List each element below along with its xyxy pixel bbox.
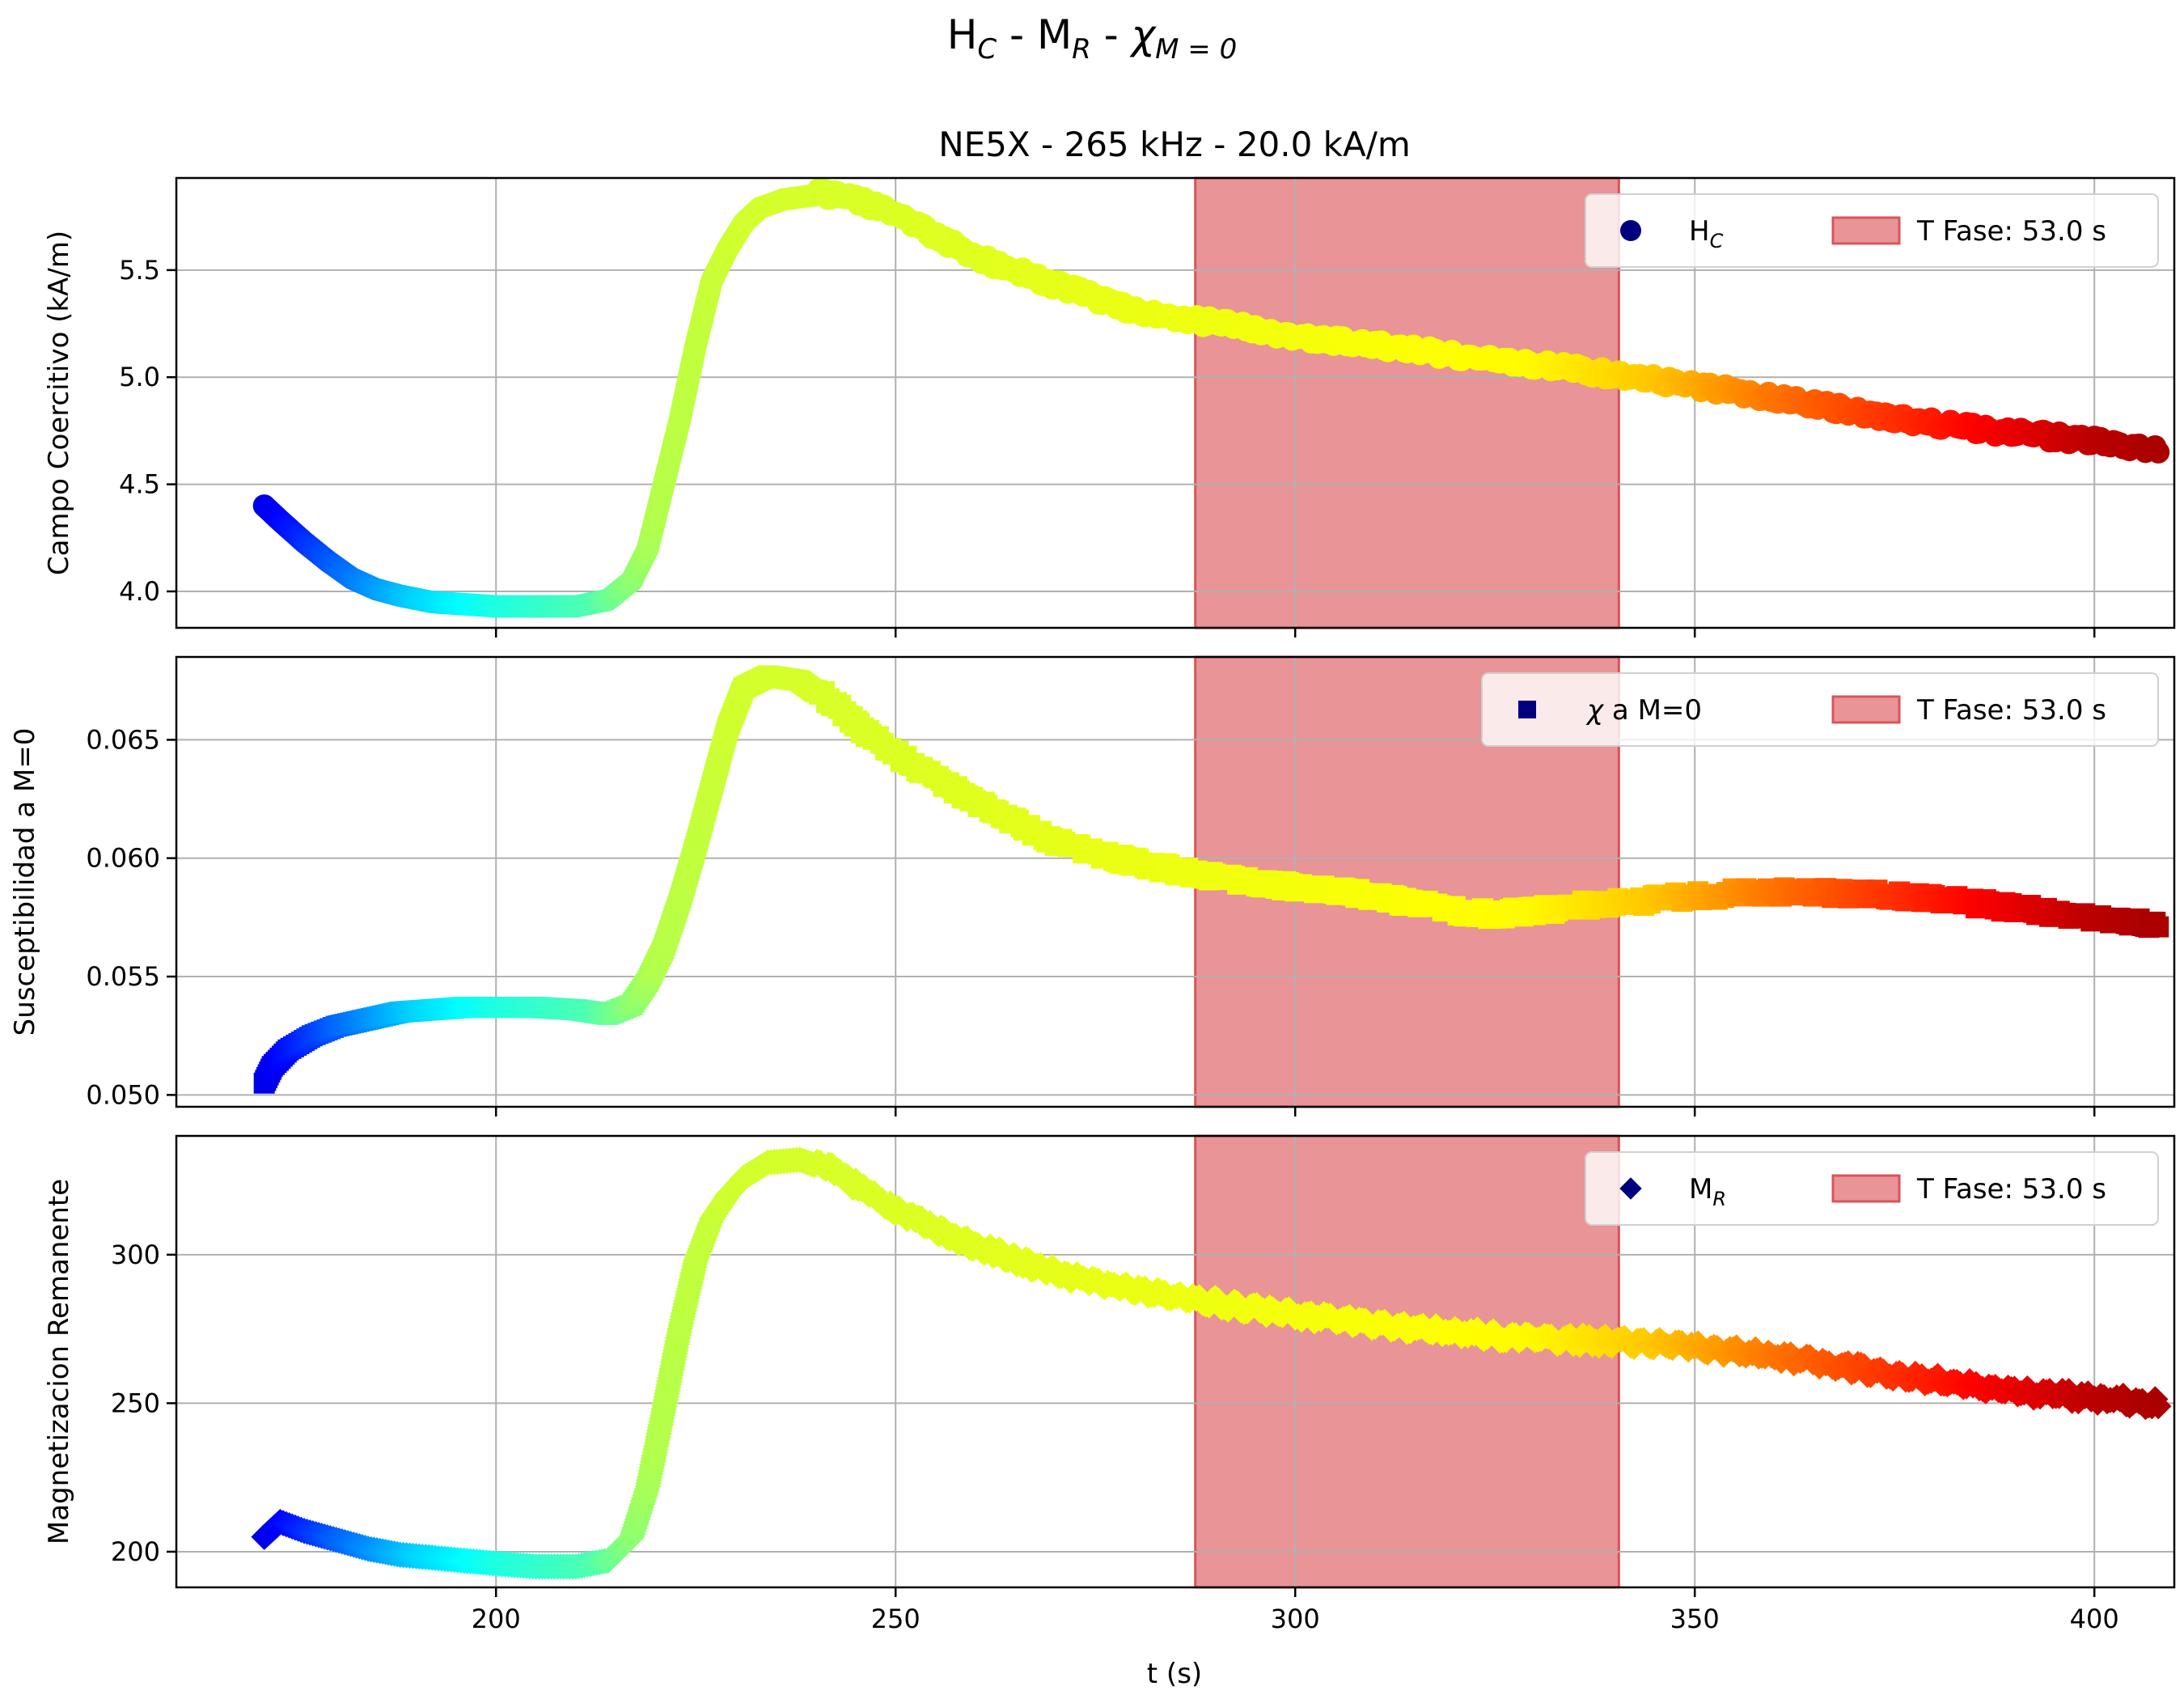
suptitle: HC - MR - χM = 0 xyxy=(947,11,1237,66)
panel-susceptibility: 0.050 0.055 0.060 0.065 Susceptibilidad a M=… xyxy=(9,655,2176,1116)
legend-series-label: MR xyxy=(1689,1173,1726,1210)
y-tick-label: 5.5 xyxy=(119,255,160,286)
y-tick-label: 4.0 xyxy=(119,576,160,607)
x-axis-label: t (s) xyxy=(1147,1658,1202,1690)
x-tick-label: 250 xyxy=(871,1604,921,1634)
y-axis-label: Magnetizacion Remanente xyxy=(43,1179,75,1544)
axes-frame xyxy=(175,1134,2176,1589)
legend-marker xyxy=(1620,220,1641,241)
legend-phase-swatch xyxy=(1831,216,1901,245)
legend-phase-swatch xyxy=(1831,1174,1901,1203)
y-axis-label: Susceptibilidad a M=0 xyxy=(9,728,41,1036)
y-tick-label: 0.050 xyxy=(86,1079,160,1110)
phase-span xyxy=(1194,176,1620,629)
legend-marker xyxy=(1518,701,1536,718)
y-tick-label: 5.0 xyxy=(119,362,160,392)
legend-phase-label: T Fase: 53.0 s xyxy=(1916,1173,2106,1205)
x-tick-label: 350 xyxy=(1670,1604,1720,1634)
y-tick-label: 300 xyxy=(111,1239,160,1270)
legend: HC T Fase: 53.0 s xyxy=(1585,193,2159,268)
legend-phase-label: T Fase: 53.0 s xyxy=(1916,215,2106,248)
legend-marker xyxy=(1619,1177,1642,1200)
legend-box xyxy=(1481,672,2159,747)
x-tick-label: 200 xyxy=(472,1604,521,1634)
y-tick-label: 0.060 xyxy=(86,843,160,874)
subtitle: NE5X - 265 kHz - 20.0 kA/m xyxy=(938,125,1411,164)
y-tick-label: 250 xyxy=(111,1388,160,1418)
scatter-series xyxy=(252,178,2170,618)
data-point xyxy=(2147,440,2170,464)
scatter-series xyxy=(251,1146,2172,1580)
axes-frame xyxy=(175,655,2176,1108)
legend-phase-label: T Fase: 53.0 s xyxy=(1916,694,2106,727)
legend-series-label: χ a M=0 xyxy=(1585,694,1702,727)
phase-span xyxy=(1194,1134,1620,1589)
scatter-series xyxy=(253,665,2169,1094)
y-axis-label: Campo Coercitivo (kA/m) xyxy=(43,231,75,575)
legend-phase-swatch xyxy=(1831,695,1901,724)
panel-coercive-field: 4.0 4.5 5.0 5.5 Campo Coercitivo (kA/m) HC T F… xyxy=(43,176,2176,638)
y-tick-label: 0.065 xyxy=(86,724,160,755)
x-tick-label: 400 xyxy=(2070,1604,2119,1634)
legend: χ a M=0 T Fase: 53.0 s xyxy=(1481,672,2159,747)
data-point xyxy=(2148,916,2169,938)
data-point xyxy=(2144,1392,2172,1420)
y-tick-label: 4.5 xyxy=(119,469,160,500)
panel-remanent-magnetization: 200 250 300 350 400 200 250 300 Magnetizacion Re… xyxy=(43,1134,2176,1634)
legend: MR T Fase: 53.0 s xyxy=(1585,1151,2159,1226)
axes-frame xyxy=(175,176,2176,629)
x-tick-label: 300 xyxy=(1271,1604,1320,1634)
y-tick-label: 200 xyxy=(111,1536,160,1567)
y-tick-label: 0.055 xyxy=(86,961,160,992)
legend-series-label: HC xyxy=(1689,215,1724,252)
